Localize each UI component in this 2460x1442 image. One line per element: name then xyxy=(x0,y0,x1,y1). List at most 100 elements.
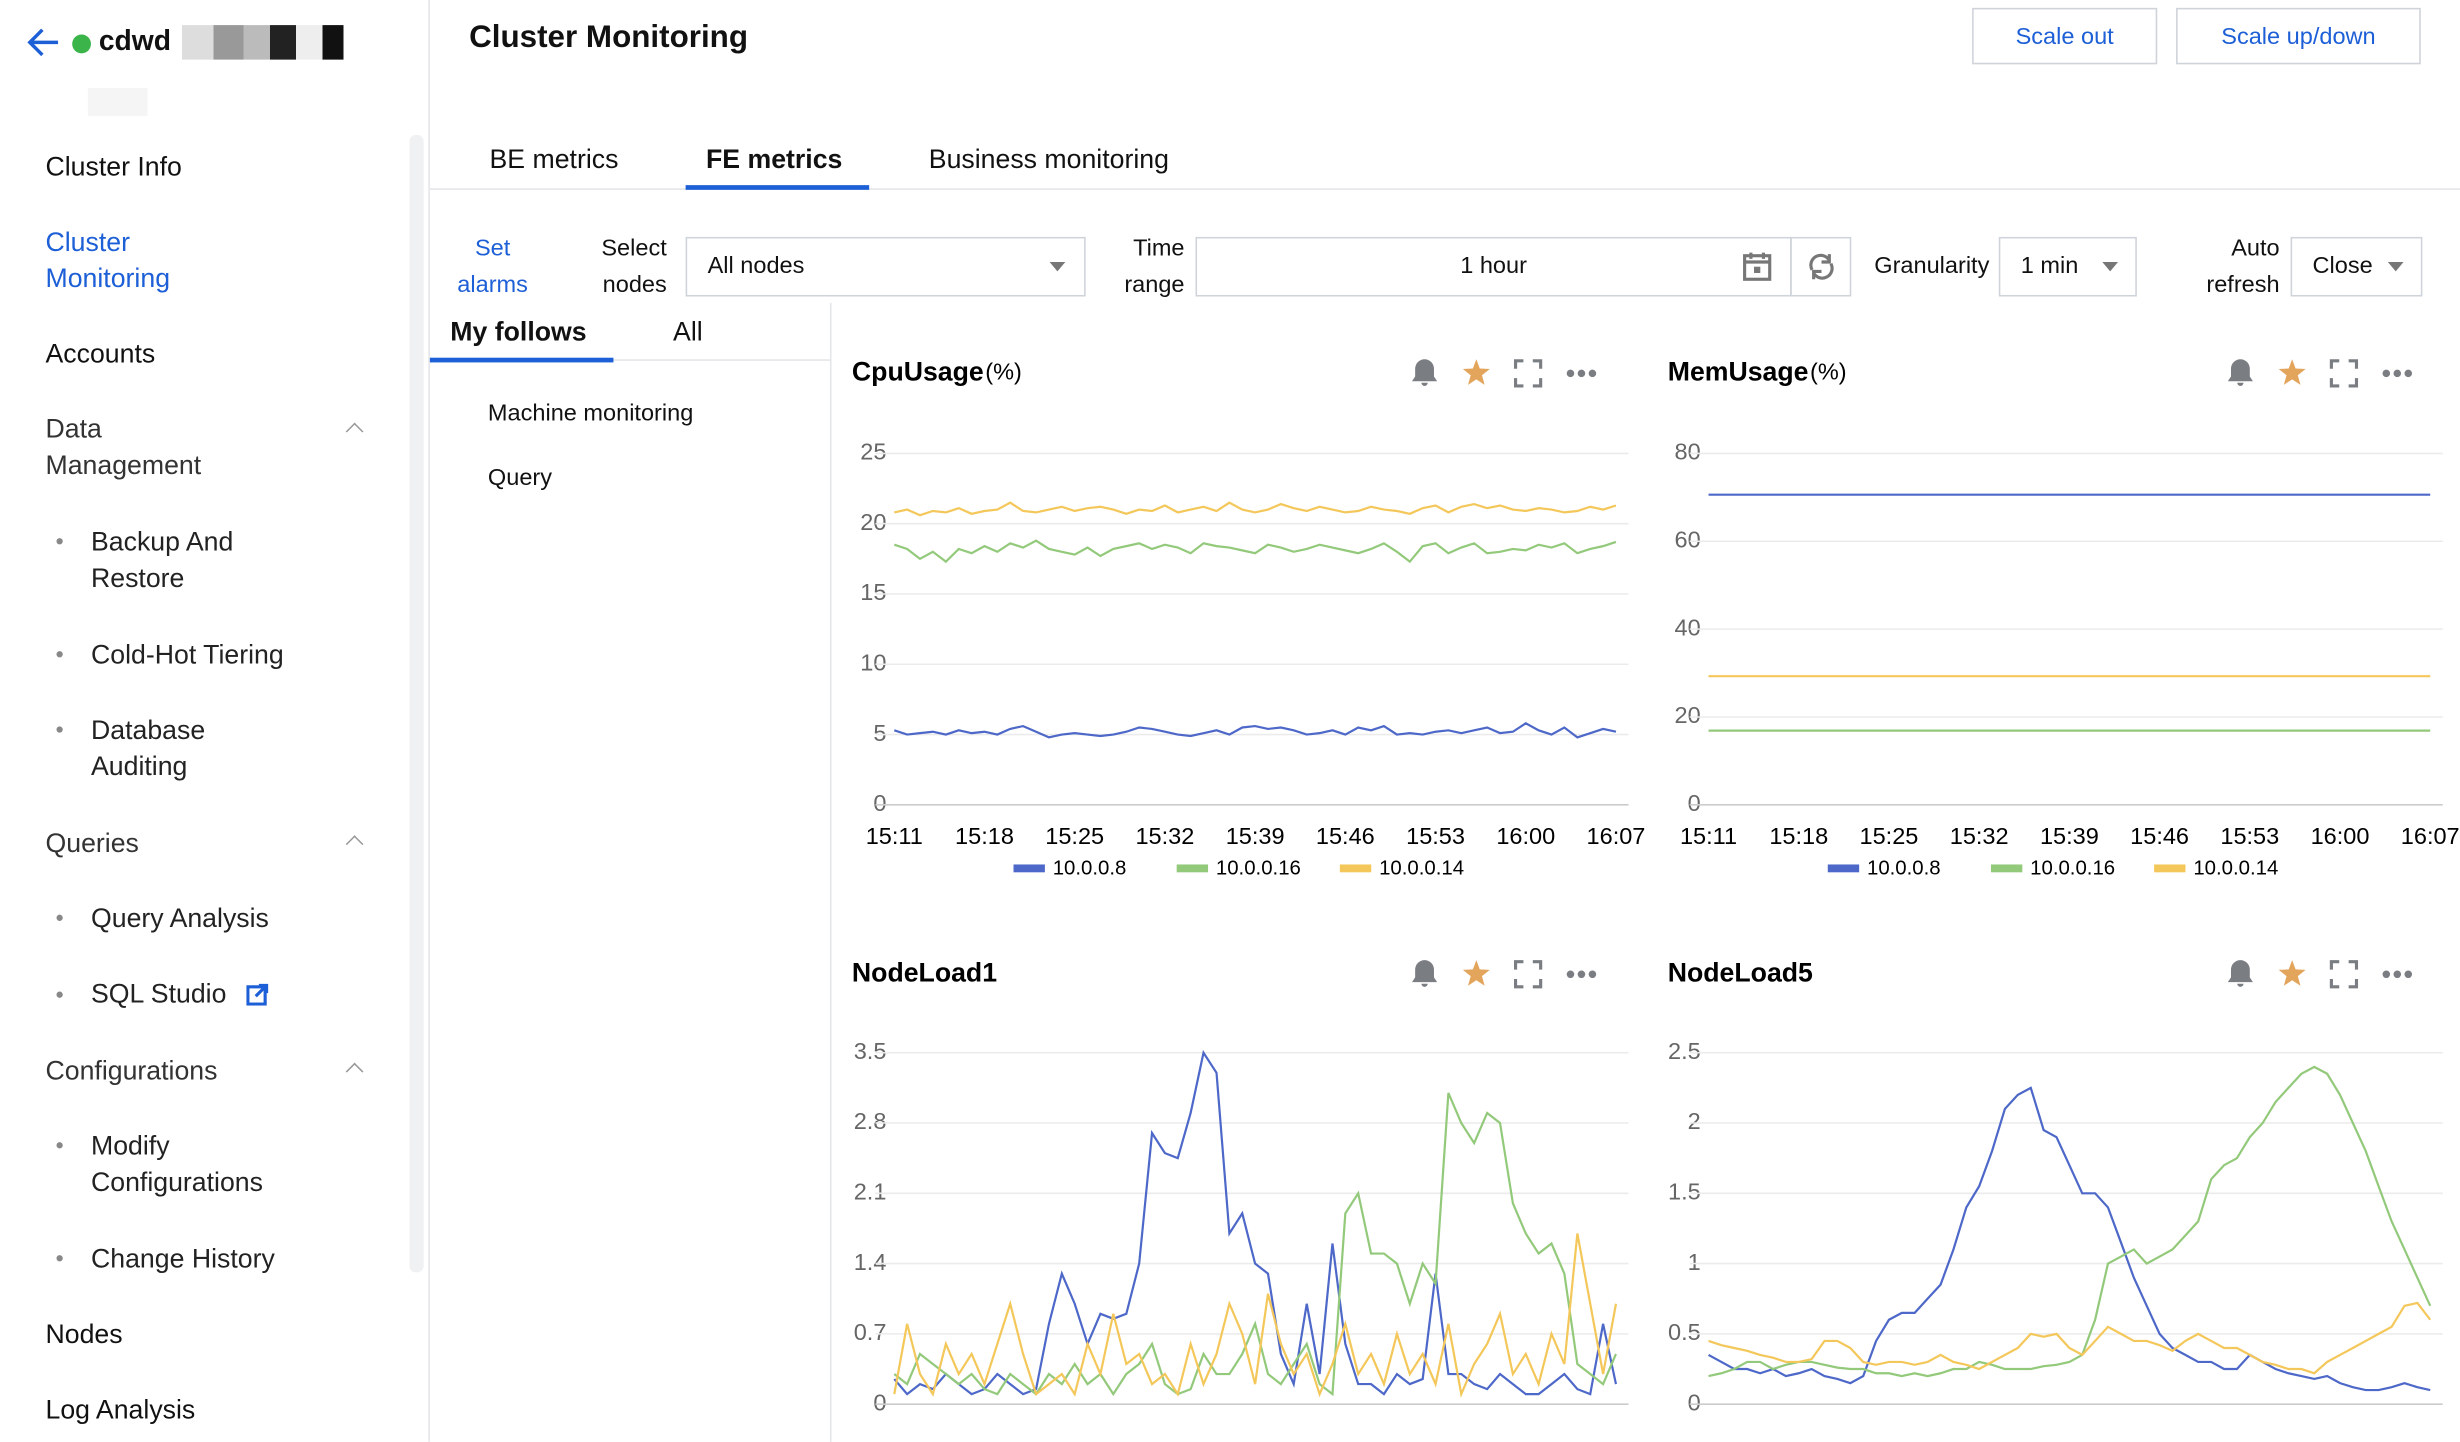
nav-group[interactable]: Configurations xyxy=(45,1055,218,1086)
legend-swatch xyxy=(2154,864,2186,873)
bullet xyxy=(56,1142,63,1149)
button[interactable]: Scale out xyxy=(1972,7,2158,65)
refresh-icon[interactable] xyxy=(1806,251,1837,282)
tab-active[interactable]: FE metrics xyxy=(706,144,843,175)
y-tick-label: 5 xyxy=(873,720,886,746)
granularity-select[interactable]: 1 min xyxy=(1998,236,2137,297)
nav-subitem[interactable]: Modify Configurations xyxy=(90,1131,263,1198)
series-line xyxy=(1708,1301,2432,1375)
more-icon[interactable] xyxy=(2404,970,2413,979)
x-tick-label: 15:18 xyxy=(1769,823,1828,849)
x-tick-label: 16:00 xyxy=(2311,823,2370,849)
more-icon[interactable] xyxy=(1566,369,1575,378)
nav-subitem[interactable]: Query Analysis xyxy=(90,903,269,934)
more-icon[interactable] xyxy=(1566,970,1575,979)
set-alarms-link[interactable]: Set alarms xyxy=(457,235,528,299)
y-tick-label: 0 xyxy=(1688,790,1701,816)
list-item[interactable]: Machine monitoring xyxy=(487,400,694,427)
external-link-icon[interactable] xyxy=(246,983,269,1006)
status-dot xyxy=(72,34,91,54)
bullet xyxy=(56,651,63,658)
x-tick-label: 15:25 xyxy=(1860,823,1919,849)
x-tick-label: 15:11 xyxy=(1680,823,1737,849)
tab-indicator xyxy=(685,185,870,190)
y-tick-label: 0 xyxy=(873,790,886,816)
nav-item[interactable]: Accounts xyxy=(45,338,156,369)
nav-item[interactable]: Log Analysis xyxy=(45,1394,196,1425)
series-line xyxy=(894,501,1617,517)
tab[interactable]: Business monitoring xyxy=(928,144,1169,175)
time-range-picker[interactable]: 1 hour xyxy=(1195,236,1792,297)
nav-subitem[interactable]: Backup And Restore xyxy=(90,527,234,594)
bullet xyxy=(56,1255,63,1262)
bullet xyxy=(56,914,63,921)
list-item[interactable]: Query xyxy=(487,464,553,492)
favorite-icon[interactable] xyxy=(1462,960,1490,986)
favorite-icon[interactable] xyxy=(2278,960,2306,986)
alarm-icon[interactable] xyxy=(1412,359,1438,386)
dropdown-arrow xyxy=(1049,262,1066,272)
alarm-icon[interactable] xyxy=(2227,359,2253,386)
x-tick-label: 16:07 xyxy=(2401,823,2460,849)
fullscreen-icon[interactable] xyxy=(1513,960,1543,989)
filter-label: Granularity xyxy=(1874,252,1990,280)
tab-indicator xyxy=(429,357,614,363)
legend-label: 10.0.0.14 xyxy=(1379,858,1464,880)
y-tick-label: 40 xyxy=(1675,614,1701,640)
alarm-icon[interactable] xyxy=(2227,960,2253,987)
x-tick-label: 15:39 xyxy=(2040,823,2099,849)
favorite-icon[interactable] xyxy=(2278,359,2306,385)
legend-label: 10.0.0.16 xyxy=(1216,858,1301,880)
tab[interactable]: BE metrics xyxy=(489,144,619,175)
alarm-icon[interactable] xyxy=(1412,960,1438,987)
tab-active[interactable]: My follows xyxy=(450,316,587,347)
more-icon[interactable] xyxy=(1577,970,1586,979)
more-icon[interactable] xyxy=(1588,369,1597,378)
auto-refresh-select[interactable]: Close xyxy=(2290,236,2423,297)
more-icon[interactable] xyxy=(2404,369,2413,378)
x-tick-label: 15:53 xyxy=(1406,823,1465,849)
bullet xyxy=(56,726,63,733)
nav-subitem[interactable]: SQL Studio xyxy=(90,978,227,1009)
y-tick-label: 0 xyxy=(873,1389,886,1415)
y-tick-label: 1.5 xyxy=(1668,1179,1701,1205)
fullscreen-icon[interactable] xyxy=(2329,359,2359,388)
more-icon[interactable] xyxy=(2393,369,2402,378)
filter-label: Select nodes xyxy=(601,235,667,299)
bullet xyxy=(56,991,63,998)
more-icon[interactable] xyxy=(2393,970,2402,979)
y-tick-label: 15 xyxy=(860,579,886,605)
more-icon[interactable] xyxy=(2382,369,2391,378)
page-title: Cluster Monitoring xyxy=(469,20,748,55)
nav-item[interactable]: Nodes xyxy=(45,1319,123,1350)
fullscreen-icon[interactable] xyxy=(1513,359,1543,388)
more-icon[interactable] xyxy=(1577,369,1586,378)
button[interactable]: Scale up/down xyxy=(2176,7,2421,65)
series-line xyxy=(893,721,1617,739)
y-tick-label: 3.5 xyxy=(854,1038,887,1064)
bullet xyxy=(56,538,63,545)
calendar-icon[interactable] xyxy=(1741,251,1772,282)
more-icon[interactable] xyxy=(2382,970,2391,979)
nav-subitem[interactable]: Cold-Hot Tiering xyxy=(90,640,284,670)
redacted xyxy=(181,25,358,60)
back-arrow[interactable] xyxy=(27,27,62,58)
nav-item[interactable]: Cluster Info xyxy=(45,152,182,182)
y-tick-label: 20 xyxy=(860,509,886,535)
more-icon[interactable] xyxy=(1588,970,1597,979)
favorite-icon[interactable] xyxy=(1462,359,1490,385)
refresh-button[interactable] xyxy=(1790,236,1852,297)
x-tick-label: 16:00 xyxy=(1496,823,1555,849)
nav-item-active[interactable]: Cluster Monitoring xyxy=(45,227,171,294)
nav-subitem[interactable]: Database Auditing xyxy=(90,715,206,782)
node-select[interactable]: All nodes xyxy=(685,236,1086,297)
y-tick-label: 0.7 xyxy=(854,1319,887,1345)
nav-subitem[interactable]: Change History xyxy=(90,1244,275,1274)
dropdown-arrow xyxy=(2387,262,2404,272)
tab[interactable]: All xyxy=(673,316,703,347)
series-line xyxy=(1708,1086,2431,1392)
nav-group[interactable]: Data Management xyxy=(45,414,202,481)
fullscreen-icon[interactable] xyxy=(2329,960,2359,989)
nav-group[interactable]: Queries xyxy=(45,828,139,859)
